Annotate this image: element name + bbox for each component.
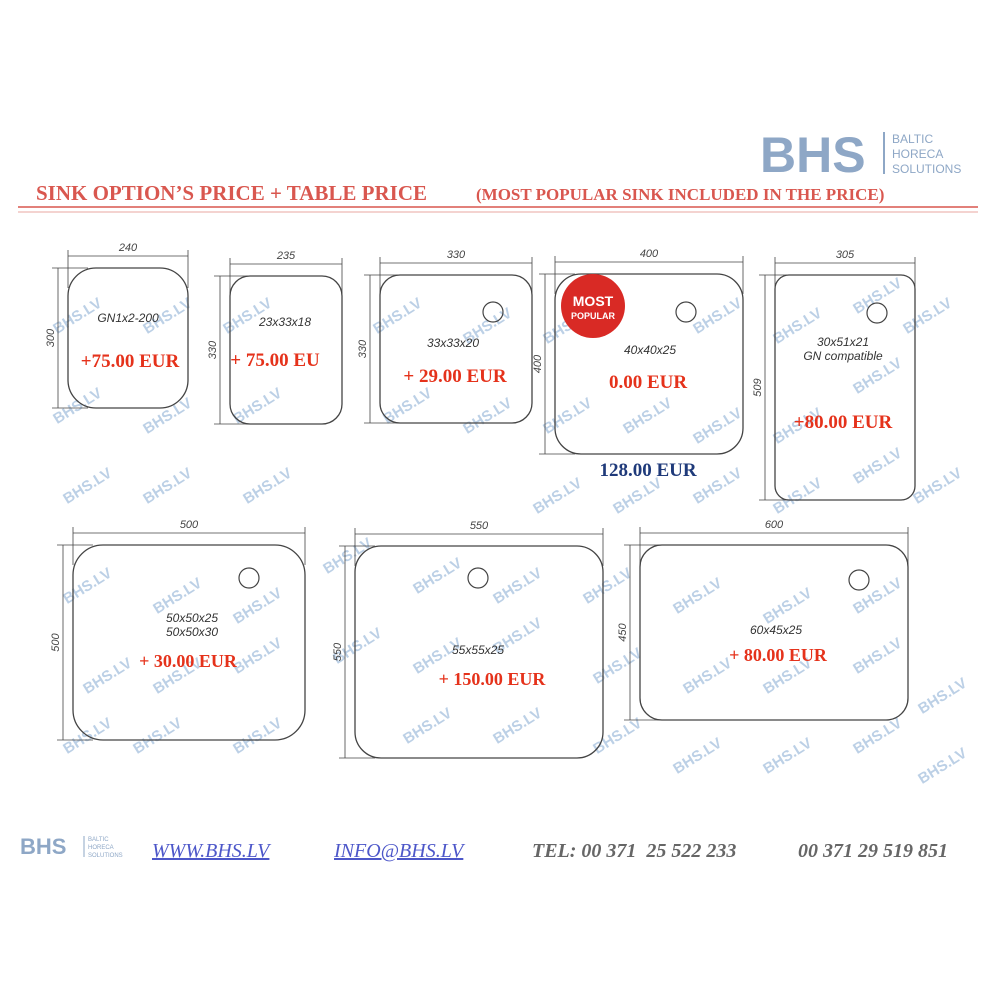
footer-logo-tagline: HORECA	[88, 845, 114, 851]
model-label: 30x51x21	[817, 335, 869, 349]
model-label: 40x40x25	[624, 343, 676, 357]
sink-outline	[554, 273, 744, 455]
badge	[561, 274, 625, 338]
sink: 600 450 60x45x25 + 80.00 EUR	[617, 519, 909, 721]
tap-hole	[848, 569, 870, 591]
title: SINK OPTION’S PRICE + TABLE PRICE	[36, 181, 427, 205]
width-label: 235	[276, 250, 296, 262]
logo-tagline: BALTIC	[892, 132, 933, 146]
model-label: 55x55x25	[452, 643, 504, 657]
sink-outline	[67, 267, 189, 409]
phone: 00 371 29 519 851	[798, 840, 948, 862]
logo-name: BHS	[760, 127, 866, 183]
width-label: 400	[640, 248, 659, 260]
model-label: 50x50x30	[166, 625, 218, 639]
logo-tagline: HORECA	[892, 147, 943, 161]
badge-text: POPULAR	[571, 311, 616, 321]
sink-outline	[639, 544, 909, 721]
option-price: + 150.00 EUR	[439, 669, 547, 689]
width-label: 240	[118, 242, 138, 254]
height-label: 450	[617, 622, 629, 641]
logo-tagline: SOLUTIONS	[892, 162, 961, 176]
phone: TEL: 00 371 25 522 233	[532, 840, 736, 862]
sink: 235 330 23x33x18 + 75.00 EU	[207, 250, 343, 425]
sinks: 240 300 GN1x2-200 +75.00 EUR 235 330 23x33x18 +…	[45, 242, 916, 759]
width-label: 330	[447, 249, 466, 261]
footer-logo-tagline: BALTIC	[88, 837, 109, 843]
sink: 550 550 55x55x25 + 150.00 EUR	[332, 520, 604, 759]
model-label: GN compatible	[803, 349, 883, 363]
badge-text: MOST	[573, 293, 614, 309]
width-label: 500	[180, 519, 199, 531]
width-label: 600	[765, 519, 784, 531]
width-label: 305	[836, 249, 855, 261]
option-price: + 30.00 EUR	[139, 651, 238, 671]
height-label: 500	[50, 632, 62, 651]
tap-hole	[482, 301, 504, 323]
sink-outline	[354, 545, 604, 759]
tap-hole	[675, 301, 697, 323]
email-link[interactable]: INFO@BHS.LV	[333, 840, 466, 862]
sink: 330 330 33x33x20 + 29.00 EUR	[357, 249, 533, 424]
option-price: +75.00 EUR	[81, 351, 180, 372]
option-price: 0.00 EUR	[609, 372, 687, 393]
height-label: 400	[532, 354, 544, 373]
sink-outline	[72, 544, 306, 741]
width-label: 550	[470, 520, 489, 532]
footer-logo-name: BHS	[20, 834, 66, 859]
sink-outline	[229, 275, 343, 425]
option-price: +80.00 EUR	[794, 412, 893, 433]
model-label: 50x50x25	[166, 611, 218, 625]
height-label: 550	[332, 642, 344, 661]
sink: 240 300 GN1x2-200 +75.00 EUR	[45, 242, 189, 409]
model-label: GN1x2-200	[97, 311, 159, 325]
footer-logo-tagline: SOLUTIONS	[88, 853, 123, 859]
option-price: + 29.00 EUR	[403, 366, 506, 387]
option-price: + 80.00 EUR	[729, 645, 828, 665]
model-label: 23x33x18	[258, 315, 311, 329]
subtitle: (MOST POPULAR SINK INCLUDED IN THE PRICE…	[476, 185, 884, 204]
model-label: 33x33x20	[427, 336, 479, 350]
height-label: 330	[207, 340, 219, 359]
height-label: 330	[357, 339, 369, 358]
tap-hole	[866, 302, 888, 324]
website-link[interactable]: WWW.BHS.LV	[152, 840, 272, 862]
height-label: 509	[752, 378, 764, 396]
sink: 400 400 40x40x25 0.00 EUR	[532, 248, 744, 455]
sink-outline	[774, 274, 916, 501]
option-price: + 75.00 EU	[230, 350, 320, 371]
table-price: 128.00 EUR	[599, 460, 696, 481]
tap-hole	[238, 567, 260, 589]
height-label: 300	[45, 328, 57, 347]
sink-outline	[379, 274, 533, 424]
tap-hole	[467, 567, 489, 589]
model-label: 60x45x25	[750, 623, 802, 637]
